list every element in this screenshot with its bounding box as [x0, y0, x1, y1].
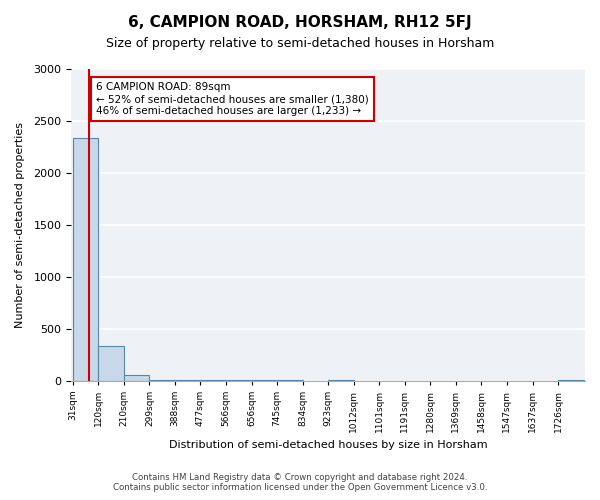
- Bar: [98, 346, 124, 380]
- Bar: [73, 138, 98, 380]
- Text: Size of property relative to semi-detached houses in Horsham: Size of property relative to semi-detach…: [106, 38, 494, 51]
- Text: 6, CAMPION ROAD, HORSHAM, RH12 5FJ: 6, CAMPION ROAD, HORSHAM, RH12 5FJ: [128, 15, 472, 30]
- Bar: [124, 375, 149, 380]
- X-axis label: Distribution of semi-detached houses by size in Horsham: Distribution of semi-detached houses by …: [169, 440, 487, 450]
- Text: Contains HM Land Registry data © Crown copyright and database right 2024.
Contai: Contains HM Land Registry data © Crown c…: [113, 473, 487, 492]
- Text: 6 CAMPION ROAD: 89sqm
← 52% of semi-detached houses are smaller (1,380)
46% of s: 6 CAMPION ROAD: 89sqm ← 52% of semi-deta…: [97, 82, 369, 116]
- Y-axis label: Number of semi-detached properties: Number of semi-detached properties: [15, 122, 25, 328]
